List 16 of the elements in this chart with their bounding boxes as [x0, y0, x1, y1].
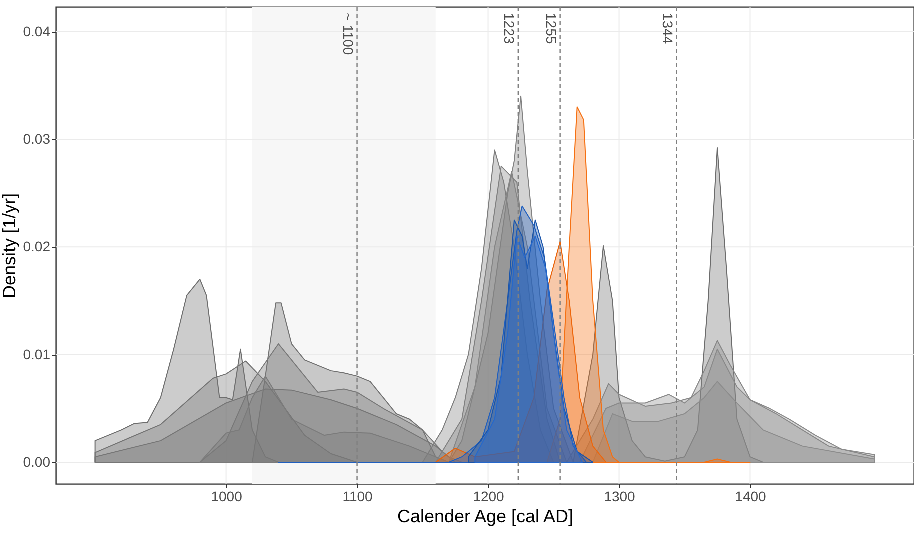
x-tick-label: 1400	[735, 488, 767, 504]
ref-line-label: 1255	[543, 13, 560, 44]
ref-line-label: 1223	[501, 13, 518, 44]
y-tick-label: 0.04	[23, 23, 51, 40]
y-tick-label: 0.03	[23, 130, 51, 147]
y-axis-title: Density [1/yr]	[0, 193, 20, 299]
y-tick-label: 0.00	[23, 454, 51, 470]
x-tick-label: 1000	[211, 488, 243, 504]
x-tick-label: 1100	[342, 488, 374, 504]
ref-line-label: ~ 1100	[340, 13, 356, 56]
ref-line-label: 1344	[660, 13, 676, 44]
x-axis-title: Calender Age [cal AD]	[397, 506, 574, 526]
y-tick-label: 0.01	[23, 346, 51, 362]
x-tick-label: 1200	[473, 488, 505, 504]
x-tick-label: 1300	[604, 488, 636, 504]
y-tick-label: 0.02	[23, 238, 51, 255]
